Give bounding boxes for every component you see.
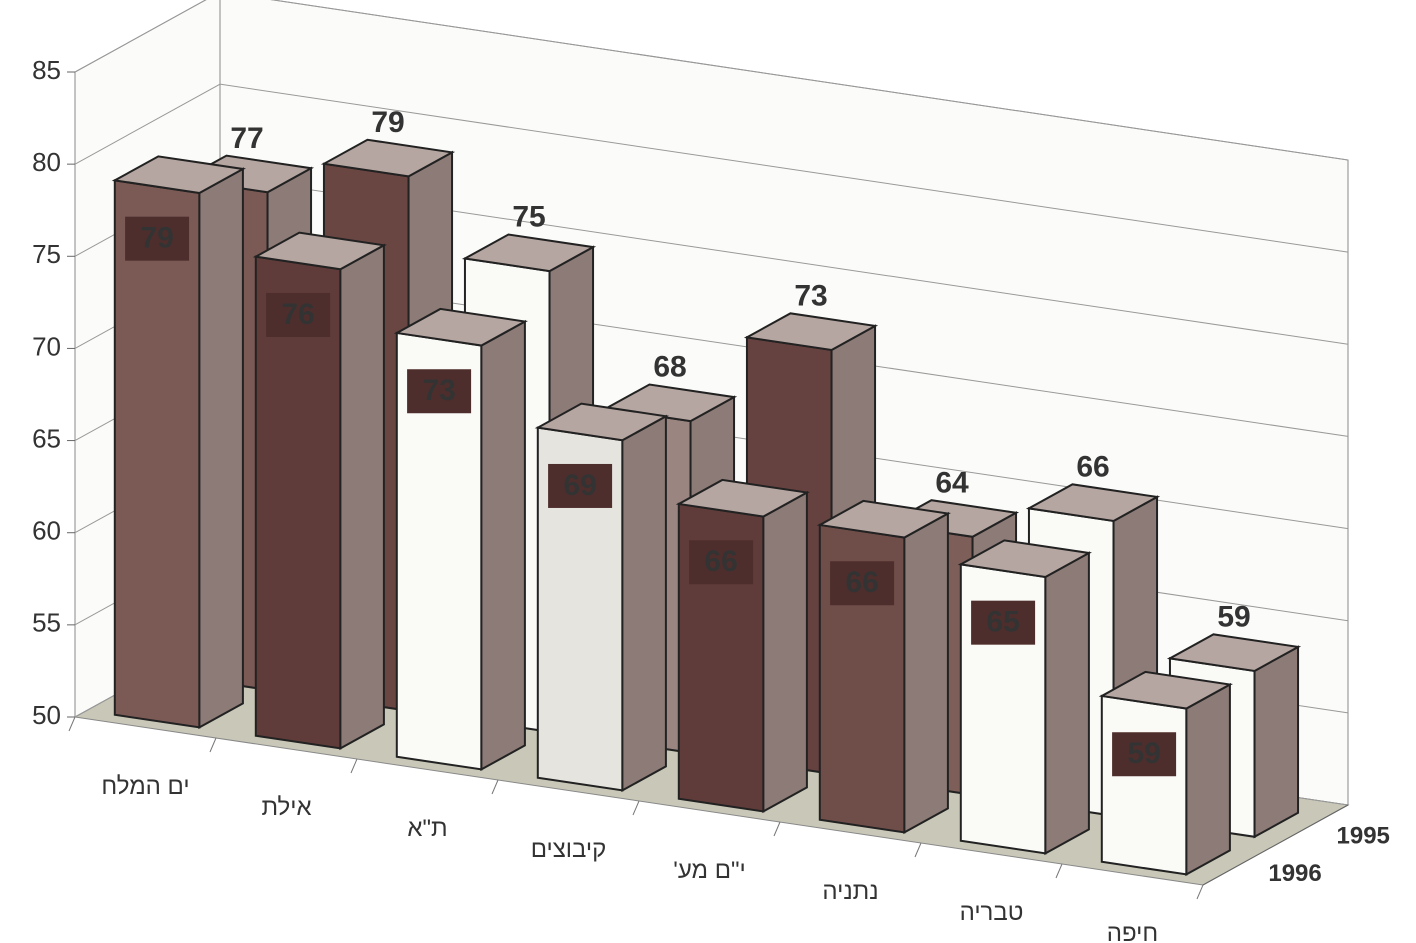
x-tick [350,758,358,774]
x-tick-label: ים המלח [101,773,189,800]
depth-axis [1202,804,1349,886]
grid-line [74,0,1349,161]
x-tick-label: אילת [261,794,311,821]
data-label: 76 [281,298,314,331]
data-label: 65 [986,606,1019,639]
data-label: 66 [1076,451,1109,484]
bar-front [113,179,201,729]
data-label: 69 [563,469,596,502]
data-label-box [1112,732,1177,777]
bar-side [1044,551,1090,856]
bar-top [957,539,1092,579]
data-label: 66 [845,566,878,599]
data-label-box [830,561,895,606]
bar-top [675,478,810,518]
bar-side [762,490,808,814]
data-label: 77 [230,122,263,155]
x-tick [68,716,76,732]
data-label-box [125,216,190,261]
y-tick-label: 85 [32,55,61,85]
bar-side [480,319,526,772]
data-label-box [689,540,754,585]
data-label-box [266,292,331,337]
bar-side [1185,682,1231,877]
bar-side [1253,645,1300,839]
y-tick-label: 75 [32,239,61,269]
bar-top [320,138,456,178]
x-tick-label: חיפה [1107,920,1158,943]
bar-side [198,167,244,730]
x-tick-label: קיבוצים [531,836,607,863]
y-tick-label: 80 [32,147,61,177]
data-label: 59 [1217,601,1250,634]
y-tick-label: 50 [32,700,61,730]
data-label: 79 [371,106,404,139]
bar-top [393,307,528,347]
data-label: 66 [704,545,737,578]
bar-top [1166,633,1302,672]
bar-top [743,312,879,351]
bar-side [621,414,667,793]
data-label: 68 [653,351,686,384]
bar-front [1100,694,1188,876]
x-tick [1055,863,1063,879]
series-label: 1995 [1337,822,1390,849]
data-label-box [971,600,1036,645]
y-tick-label: 65 [32,423,61,453]
x-tick-label: נתניה [822,878,878,905]
data-label-box [548,463,613,508]
x-tick [773,821,781,837]
y-tick-label: 55 [32,608,61,638]
bar-side [339,243,385,751]
y-tick-label: 70 [32,331,61,361]
bar-top [534,402,669,442]
grid-line [74,83,1349,253]
x-tick [491,779,499,795]
bar-top [1098,670,1233,710]
x-tick-label: י"ם מע' [673,857,746,884]
x-tick [632,800,640,816]
bar-top [111,155,246,195]
bar-top [1025,483,1161,522]
data-label: 73 [794,280,827,313]
bar-side [903,511,949,835]
data-label: 79 [140,222,173,255]
bar-top [461,233,597,273]
x-tick-label: טבריה [960,899,1024,926]
x-tick [914,842,922,858]
y-tick-label: 60 [32,516,61,546]
data-label-box [407,369,472,414]
x-tick [1196,884,1204,900]
data-label: 75 [512,201,545,234]
data-label: 59 [1127,737,1160,770]
bar-top [816,499,951,539]
x-tick-label: ת"א [407,815,447,842]
series-label: 1996 [1268,860,1321,887]
x-tick [209,737,217,753]
data-label: 73 [422,374,455,407]
data-label: 64 [935,466,969,499]
bar-top [252,231,387,271]
